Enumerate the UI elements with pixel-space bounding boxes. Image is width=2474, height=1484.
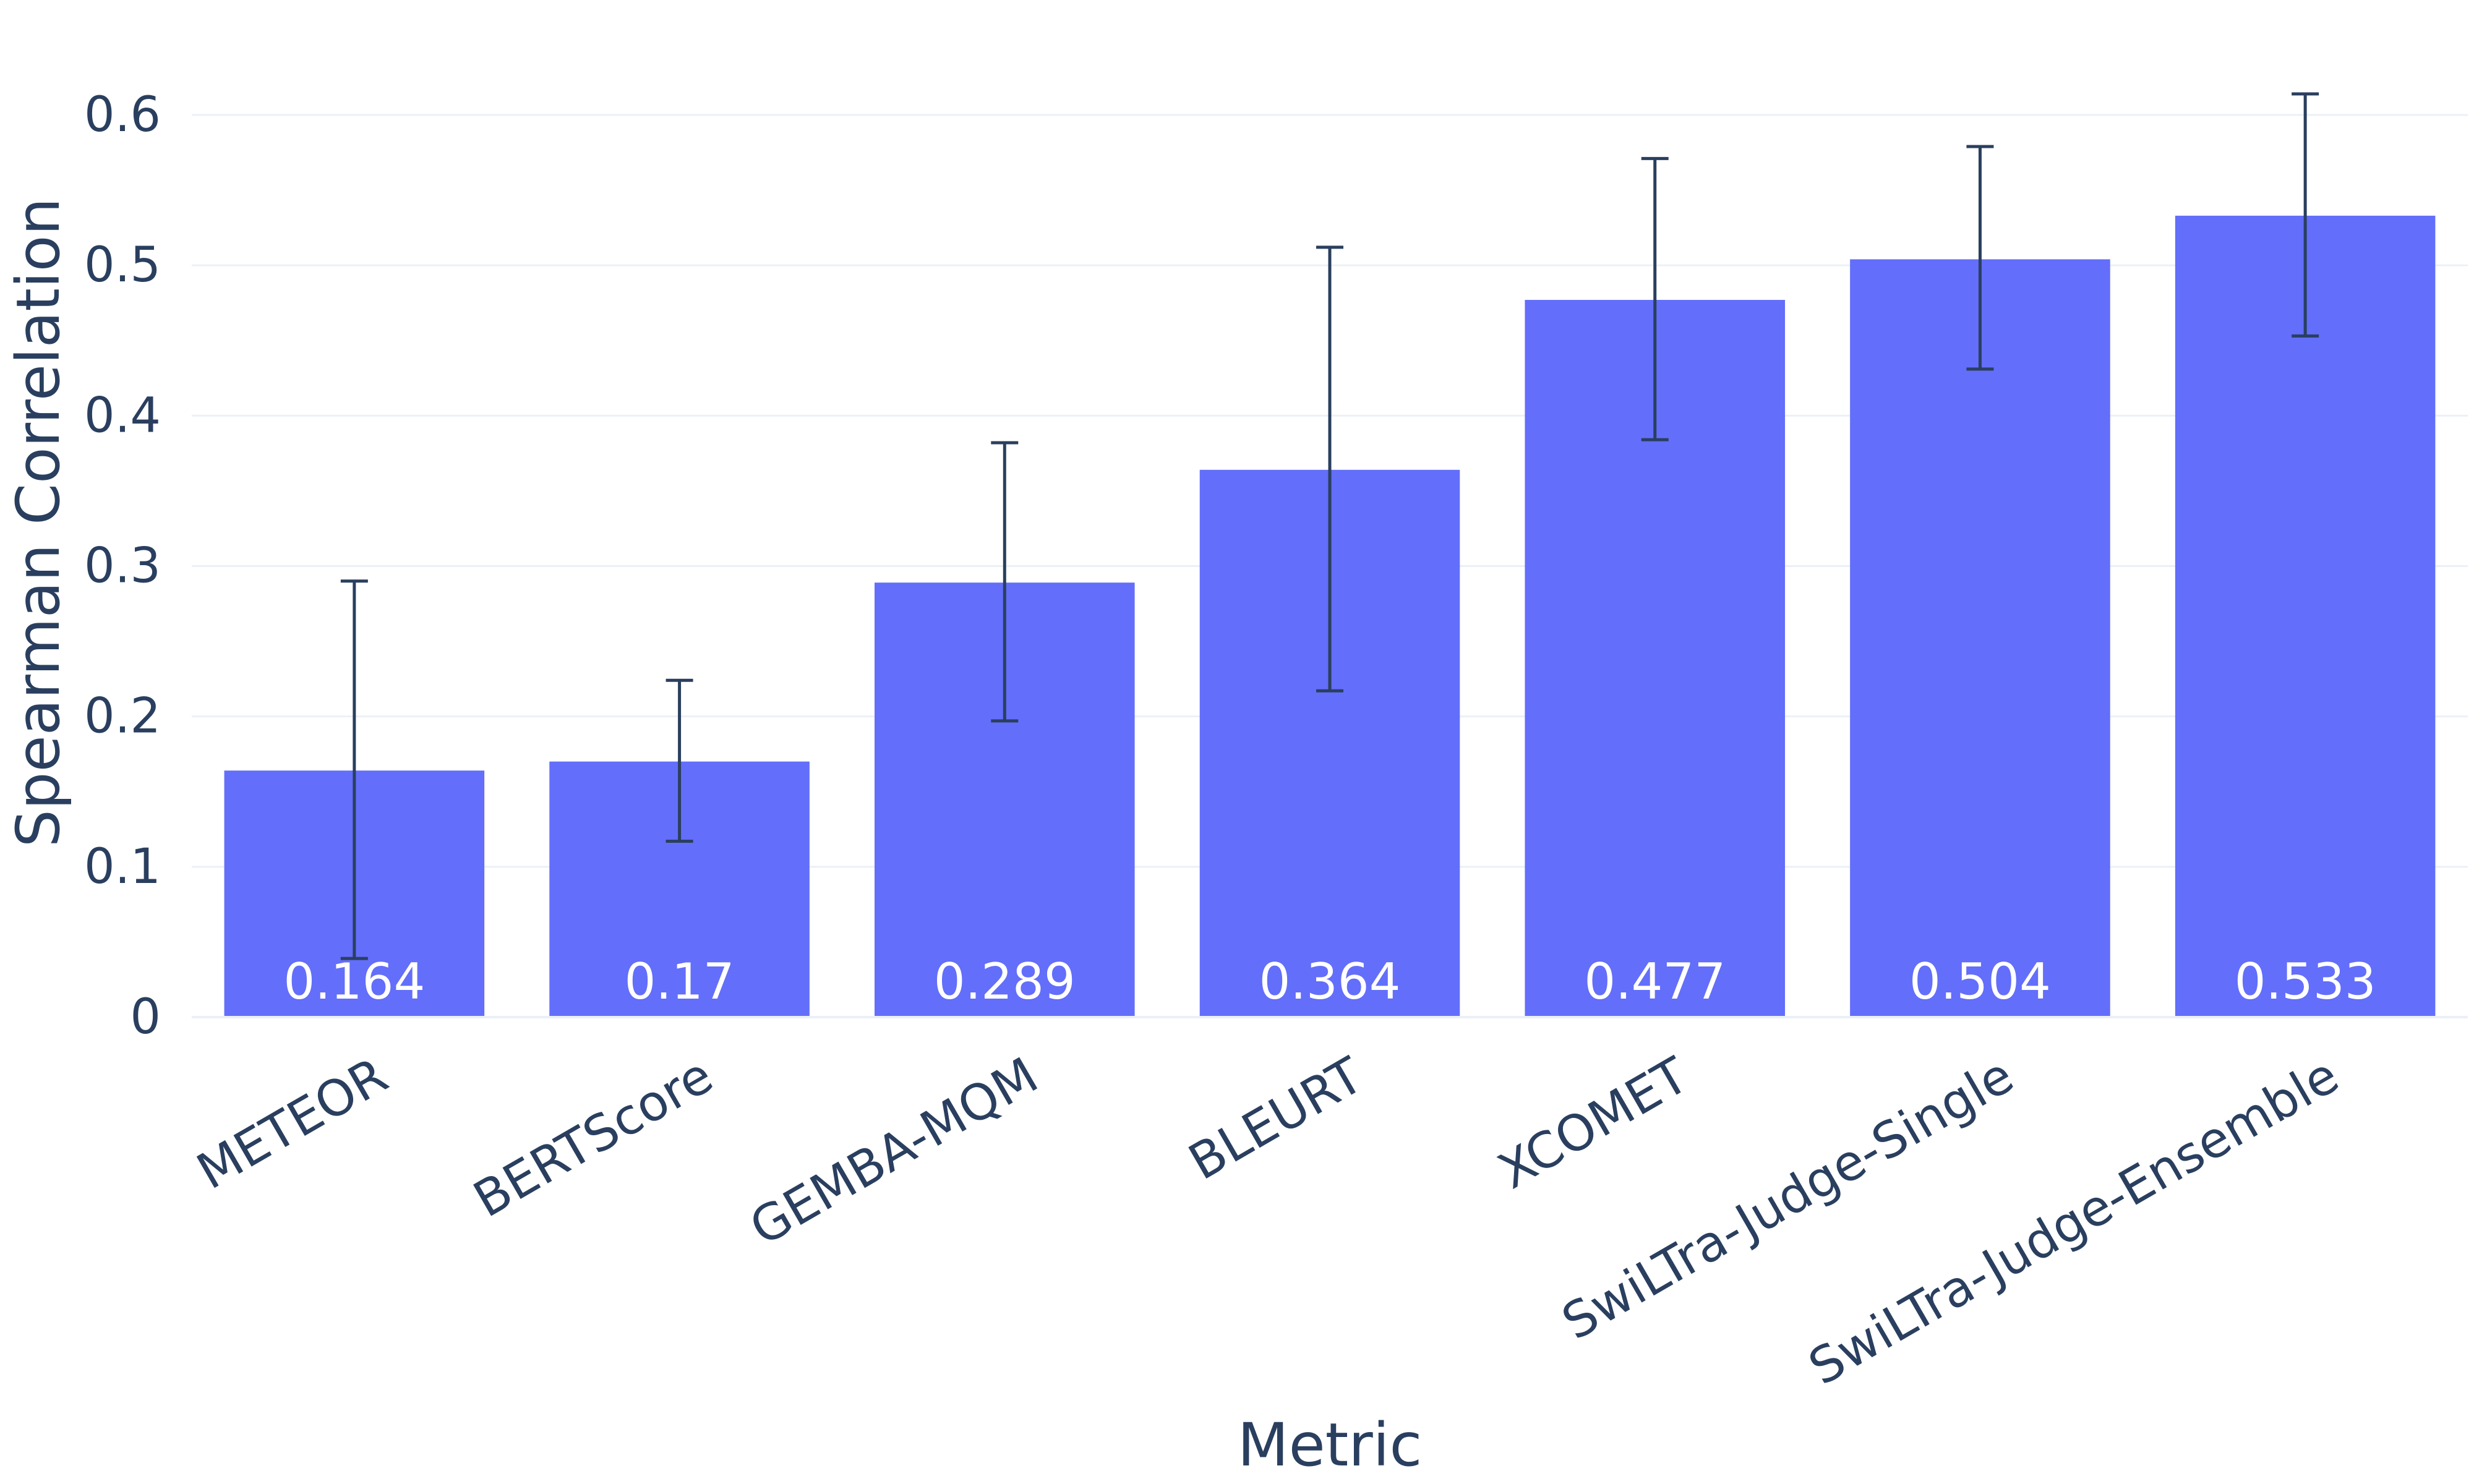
x-tick-labels: METEOR BERTScore GEMBA-MQM BLEURT XCOMET SwiL… — [187, 1046, 2348, 1396]
y-tick-label: 0 — [130, 989, 161, 1045]
error-bar — [1641, 156, 1669, 441]
x-tick-label: BLEURT — [1179, 1046, 1374, 1192]
bar-value-label: 0.477 — [1584, 953, 1726, 1010]
x-tick-label: METEOR — [187, 1046, 397, 1200]
error-bars — [340, 92, 2319, 960]
y-axis-title: Spearman Correlation — [4, 198, 73, 848]
y-tick-label: 0.1 — [84, 839, 161, 895]
error-bar — [340, 579, 368, 960]
y-tick-label: 0.2 — [84, 689, 161, 744]
x-tick-label: BERTScore — [464, 1046, 722, 1229]
x-tick-label: XCOMET — [1489, 1046, 1698, 1200]
bar — [1850, 259, 2110, 1017]
bar-value-label: 0.289 — [934, 953, 1076, 1010]
bar — [2175, 215, 2436, 1017]
bar-value-label: 0.533 — [2235, 953, 2376, 1010]
error-bar — [666, 678, 693, 843]
bar-value-label: 0.504 — [1909, 953, 2051, 1010]
error-bar — [1966, 145, 1994, 371]
x-tick-label: SwiLTra-Judge-Ensemble — [1799, 1046, 2348, 1396]
bar-value-label: 0.364 — [1259, 953, 1400, 1010]
bars — [224, 215, 2436, 1018]
error-bar — [2292, 92, 2319, 338]
error-bar — [1316, 245, 1343, 693]
bar-value-label: 0.164 — [283, 953, 425, 1010]
bar-value-label: 0.17 — [625, 953, 735, 1010]
error-bar — [991, 441, 1019, 723]
y-tick-label: 0.6 — [84, 87, 161, 143]
y-tick-labels: 0 0.1 0.2 0.3 0.4 0.5 0.6 — [84, 87, 161, 1045]
y-tick-label: 0.3 — [84, 538, 161, 594]
y-tick-label: 0.5 — [84, 237, 161, 293]
y-tick-label: 0.4 — [84, 388, 161, 443]
x-axis-title: Metric — [1238, 1410, 1422, 1480]
x-tick-label: GEMBA-MQM — [740, 1046, 1047, 1256]
bar-value-labels: 0.164 0.17 0.289 0.364 0.477 0.504 0.533 — [283, 953, 2376, 1010]
